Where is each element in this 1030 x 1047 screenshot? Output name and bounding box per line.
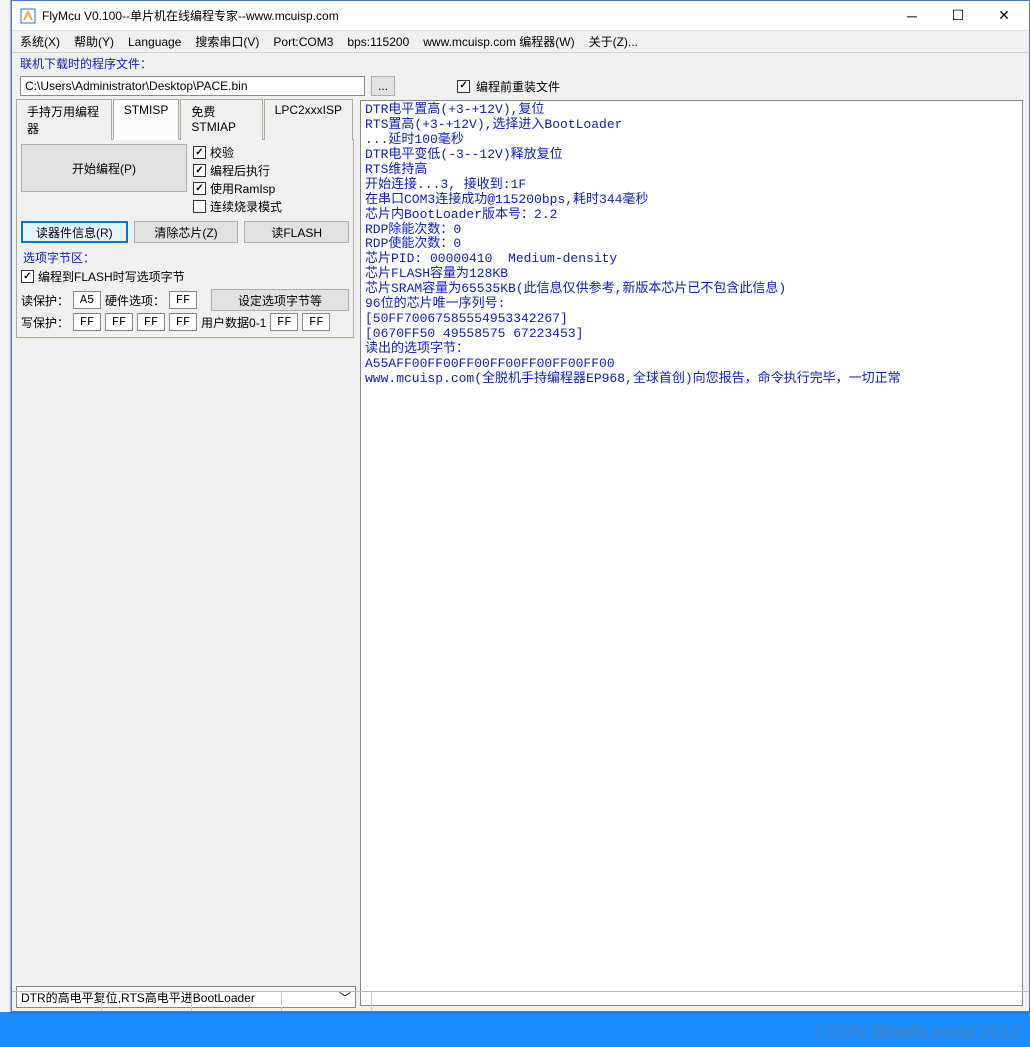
app-icon (20, 8, 36, 24)
window-controls: ─ ☐ ✕ (889, 1, 1027, 31)
window-title: FlyMcu V0.100--单片机在线编程专家--www.mcuisp.com (42, 7, 889, 24)
left-panel: 手持万用编程器 STMISP 免费STMIAP LPC2xxxISP 开始编程(… (12, 98, 358, 1008)
reload-checkbox[interactable] (457, 80, 470, 93)
writeopt-label: 编程到FLASH时写选项字节 (38, 268, 185, 285)
file-path-row: ... 编程前重装文件 (12, 74, 1029, 98)
program-options: 校验 编程后执行 使用RamIsp 连续烧录模式 (193, 144, 282, 215)
tab-stmisp[interactable]: STMISP (113, 99, 180, 140)
tab-stmiap[interactable]: 免费STMIAP (180, 99, 262, 140)
tab-lpc[interactable]: LPC2xxxISP (264, 99, 353, 140)
wrp-input-1[interactable] (105, 313, 133, 331)
menu-help[interactable]: 帮助(Y) (74, 33, 114, 50)
reload-label: 编程前重装文件 (476, 78, 560, 95)
menu-language[interactable]: Language (128, 35, 181, 49)
browse-button[interactable]: ... (371, 76, 395, 96)
menubar: 系统(X) 帮助(Y) Language 搜索串口(V) Port:COM3 b… (12, 31, 1029, 53)
writeopt-checkbox[interactable] (21, 270, 34, 283)
log-panel[interactable]: DTR电平置高(+3-+12V),复位 RTS置高(+3-+12V),选择进入B… (360, 100, 1023, 1006)
rdp-label: 读保护： (21, 292, 69, 309)
wrp-row: 写保护： 用户数据0-1 (21, 313, 349, 331)
menu-system[interactable]: 系统(X) (20, 33, 60, 50)
wrp-input-0[interactable] (73, 313, 101, 331)
runafter-checkbox[interactable] (193, 164, 206, 177)
hw-input[interactable] (169, 291, 197, 309)
contburn-label: 连续烧录模式 (210, 198, 282, 215)
read-info-button[interactable]: 读器件信息(R) (21, 221, 128, 243)
file-label-row: 联机下载时的程序文件： (12, 53, 1029, 74)
minimize-button[interactable]: ─ (889, 1, 935, 31)
rdp-input[interactable] (73, 291, 101, 309)
file-path-input[interactable] (20, 76, 365, 96)
menu-site[interactable]: www.mcuisp.com 编程器(W) (423, 33, 574, 50)
menu-bps[interactable]: bps:115200 (347, 35, 409, 49)
set-optbytes-button[interactable]: 设定选项字节等 (211, 289, 349, 311)
tab-body: 开始编程(P) 校验 编程后执行 使用RamIsp 连续烧录模式 读器件信息(R… (16, 140, 354, 338)
erase-button[interactable]: 清除芯片(Z) (134, 221, 239, 243)
action-buttons: 读器件信息(R) 清除芯片(Z) 读FLASH (21, 221, 349, 243)
titlebar: FlyMcu V0.100--单片机在线编程专家--www.mcuisp.com… (12, 1, 1029, 31)
verify-label: 校验 (210, 144, 234, 161)
verify-checkbox[interactable] (193, 146, 206, 159)
program-row: 开始编程(P) 校验 编程后执行 使用RamIsp 连续烧录模式 (21, 144, 349, 215)
maximize-button[interactable]: ☐ (935, 1, 981, 31)
tabs: 手持万用编程器 STMISP 免费STMIAP LPC2xxxISP (16, 98, 354, 140)
menu-port[interactable]: Port:COM3 (273, 35, 333, 49)
ramisp-label: 使用RamIsp (210, 180, 275, 197)
userdata-label: 用户数据0-1 (201, 314, 266, 331)
wrp-input-2[interactable] (137, 313, 165, 331)
user-input-1[interactable] (302, 313, 330, 331)
start-program-button[interactable]: 开始编程(P) (21, 144, 187, 192)
user-input-0[interactable] (270, 313, 298, 331)
main-window: FlyMcu V0.100--单片机在线编程专家--www.mcuisp.com… (11, 0, 1030, 1012)
tab-handheld[interactable]: 手持万用编程器 (16, 99, 112, 140)
ramisp-checkbox[interactable] (193, 182, 206, 195)
contburn-checkbox[interactable] (193, 200, 206, 213)
hw-label: 硬件选项： (105, 292, 165, 309)
menu-search-port[interactable]: 搜索串口(V) (195, 33, 259, 50)
watermark: CSDN @hello world 2012 (815, 1022, 1020, 1043)
rdp-row: 读保护： 硬件选项： 设定选项字节等 (21, 289, 349, 311)
optbytes-group-label: 选项字节区： (23, 249, 347, 266)
background-sliver (0, 0, 11, 1012)
menu-about[interactable]: 关于(Z)... (589, 33, 638, 50)
content-area: 手持万用编程器 STMISP 免费STMIAP LPC2xxxISP 开始编程(… (12, 98, 1029, 1008)
close-button[interactable]: ✕ (981, 1, 1027, 31)
read-flash-button[interactable]: 读FLASH (244, 221, 349, 243)
statusbar (12, 991, 1029, 1011)
runafter-label: 编程后执行 (210, 162, 270, 179)
file-label: 联机下载时的程序文件： (20, 55, 152, 72)
wrp-input-3[interactable] (169, 313, 197, 331)
wrp-label: 写保护： (21, 314, 69, 331)
